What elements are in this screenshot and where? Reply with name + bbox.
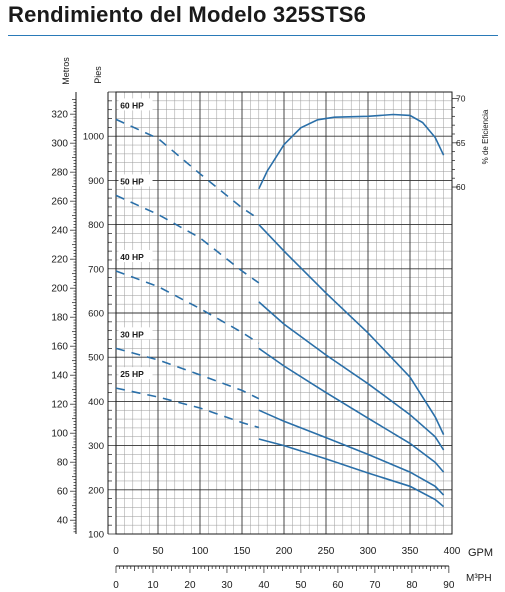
chart-title: Rendimiento del Modelo 325STS6 [8, 2, 367, 27]
gpm-axis-label: GPM [468, 547, 493, 559]
meters-tick-label: 240 [51, 226, 68, 237]
meters-tick-label: 280 [51, 168, 68, 179]
feet-tick-label: 200 [88, 485, 104, 496]
curve-40-hp-extrapolated [115, 270, 260, 344]
feet-tick-label: 1000 [83, 132, 104, 143]
curve-25-hp [258, 438, 445, 508]
efficiency-tick-label: 65 [456, 138, 466, 148]
gpm-tick-label: 350 [402, 546, 419, 557]
gpm-tick-label: 50 [152, 546, 164, 557]
gpm-tick-label: 400 [444, 546, 461, 557]
series-label-60-hp: 60 HP [120, 100, 144, 110]
meters-tick-label: 260 [51, 197, 68, 208]
meters-axis-label: Metros [61, 57, 71, 85]
gpm-tick-label: 250 [318, 546, 335, 557]
series-label-bg [118, 327, 153, 340]
series-label-bg [118, 367, 153, 380]
curve-25-hp-extrapolated [115, 387, 260, 429]
meters-tick-label: 220 [51, 255, 68, 266]
series-label-bg [118, 98, 153, 111]
m3ph-tick-label: 50 [295, 580, 307, 591]
feet-tick-label: 800 [88, 220, 104, 231]
curve-60-hp [258, 224, 445, 435]
m3ph-tick-label: 80 [406, 580, 418, 591]
series-label-25-hp: 25 HP [120, 369, 144, 379]
curve-30-hp-extrapolated [115, 347, 260, 400]
curve-50-hp-extrapolated [115, 194, 260, 284]
feet-tick-label: 900 [88, 176, 104, 187]
series-label-bg [118, 174, 153, 187]
meters-tick-label: 200 [51, 284, 68, 295]
meters-tick-label: 60 [57, 487, 69, 498]
efficiency-axis-label: % de Eficiencia [481, 109, 490, 164]
feet-tick-label: 300 [88, 441, 104, 452]
meters-tick-label: 40 [57, 516, 69, 527]
m3ph-tick-label: 30 [221, 580, 233, 591]
series-label-40-hp: 40 HP [120, 252, 144, 262]
feet-axis-label: Pies [93, 66, 103, 84]
curve-40-hp [258, 347, 445, 473]
m3ph-tick-label: 10 [147, 580, 159, 591]
meters-tick-label: 160 [51, 342, 68, 353]
feet-tick-label: 700 [88, 264, 104, 275]
meters-tick-label: 300 [51, 139, 68, 150]
series-label-50-hp: 50 HP [120, 176, 144, 186]
title-rule [8, 35, 498, 36]
gpm-tick-label: 100 [192, 546, 209, 557]
meters-tick-label: 100 [51, 429, 68, 440]
m3ph-tick-label: 90 [443, 580, 455, 591]
curve-50-hp [258, 301, 445, 451]
m3ph-tick-label: 20 [184, 580, 196, 591]
meters-tick-label: 180 [51, 313, 68, 324]
efficiency-tick-label: 70 [456, 94, 466, 104]
curve-30-hp [258, 409, 445, 496]
gpm-tick-label: 0 [113, 546, 119, 557]
series-label-30-hp: 30 HP [120, 329, 144, 339]
curve-eficiencia [258, 113, 445, 190]
feet-tick-label: 400 [88, 397, 104, 408]
meters-tick-label: 320 [51, 110, 68, 121]
m3ph-tick-label: 40 [258, 580, 270, 591]
gpm-tick-label: 150 [234, 546, 251, 557]
m3ph-tick-label: 60 [332, 580, 344, 591]
feet-tick-label: 600 [88, 309, 104, 320]
feet-tick-label: 100 [88, 530, 104, 541]
gpm-tick-label: 300 [360, 546, 377, 557]
meters-tick-label: 140 [51, 371, 68, 382]
meters-tick-label: 80 [57, 458, 69, 469]
curve-60-hp-extrapolated [115, 118, 260, 220]
series-label-bg [118, 250, 153, 263]
m3ph-tick-label: 0 [113, 580, 119, 591]
meters-tick-label: 120 [51, 400, 68, 411]
gpm-tick-label: 200 [276, 546, 293, 557]
feet-tick-label: 500 [88, 353, 104, 364]
m3ph-tick-label: 70 [369, 580, 381, 591]
m3ph-axis-label: M³PH [466, 573, 492, 584]
efficiency-tick-label: 60 [456, 182, 466, 192]
